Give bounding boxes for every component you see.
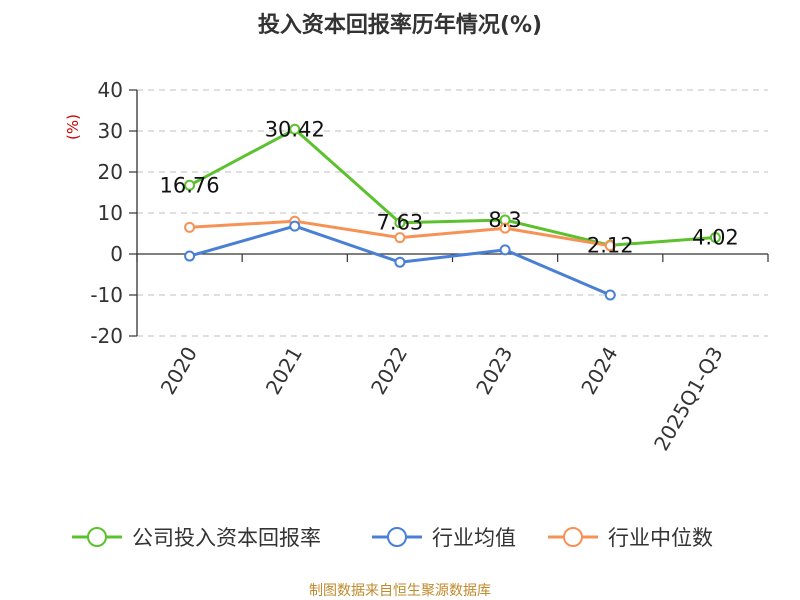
data-label: 8.3 xyxy=(488,208,521,232)
x-tick-label: 2023 xyxy=(471,343,517,399)
data-point xyxy=(184,221,196,233)
legend: 公司投入资本回报率 行业均值 行业中位数 xyxy=(72,526,713,550)
y-tick-label: 40 xyxy=(98,78,123,102)
data-label: 16.76 xyxy=(160,173,220,197)
grid xyxy=(137,89,768,337)
data-point xyxy=(604,289,616,301)
legend-label: 行业中位数 xyxy=(608,526,713,550)
y-tick-label: 30 xyxy=(98,119,123,143)
data-labels: 16.76 30.42 7.63 8.3 2.12 4.02 xyxy=(160,117,739,257)
legend-marker xyxy=(563,527,583,547)
data-point xyxy=(499,244,511,256)
y-tick-label: -10 xyxy=(90,283,123,307)
data-point xyxy=(394,232,406,244)
y-tick-label: 10 xyxy=(98,201,123,225)
x-axis-ticks: 2020 2021 2022 2023 2024 2025Q1-Q3 xyxy=(136,254,769,455)
source-note: 制图数据来自恒生聚源数据库 xyxy=(309,583,491,599)
data-point xyxy=(709,232,721,244)
x-tick-label: 2020 xyxy=(156,343,202,399)
y-axis-ticks: 40 30 20 10 0 -10 -20 xyxy=(90,78,137,348)
data-point xyxy=(289,123,301,135)
y-axis-unit: (%) xyxy=(64,114,82,140)
data-label: 4.02 xyxy=(692,226,739,250)
data-point xyxy=(184,250,196,262)
axes xyxy=(136,90,768,336)
data-label: 7.63 xyxy=(377,211,424,235)
data-point xyxy=(394,217,406,229)
legend-marker xyxy=(87,527,107,547)
data-label: 30.42 xyxy=(265,117,325,141)
y-tick-label: 0 xyxy=(110,242,123,266)
data-point xyxy=(289,220,301,232)
legend-label: 行业均值 xyxy=(432,526,516,550)
series-group xyxy=(184,123,721,301)
x-tick-label: 2022 xyxy=(366,343,412,399)
x-tick-label: 2025Q1-Q3 xyxy=(649,343,728,455)
data-point xyxy=(499,222,511,234)
legend-marker xyxy=(387,527,407,547)
legend-label: 公司投入资本回报率 xyxy=(132,526,321,550)
y-tick-label: 20 xyxy=(98,160,123,184)
x-tick-label: 2021 xyxy=(261,343,307,399)
series-line xyxy=(188,127,716,247)
data-label: 2.12 xyxy=(587,233,634,257)
chart-title: 投入资本回报率历年情况(%) xyxy=(258,12,542,38)
data-point xyxy=(394,256,406,268)
data-point xyxy=(184,179,196,191)
x-tick-label: 2024 xyxy=(576,343,622,399)
y-tick-label: -20 xyxy=(90,324,123,348)
data-point xyxy=(604,240,616,252)
